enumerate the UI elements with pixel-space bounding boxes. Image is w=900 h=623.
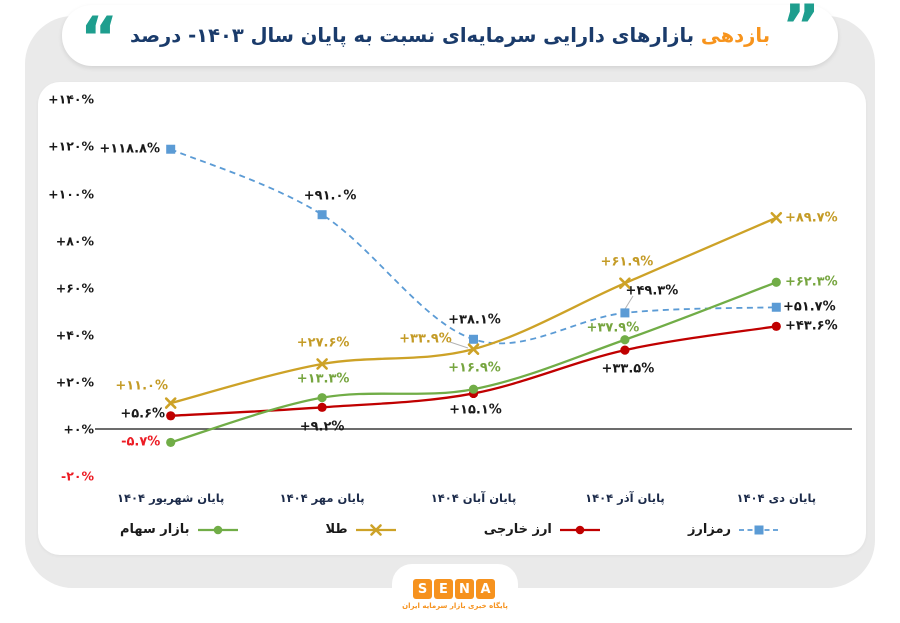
chart-card: +۱۴۰% +۱۲۰% +۱۰۰% +۸۰% +۶۰% +۴۰% +۲۰% +۰% -۲۰% پ… xyxy=(38,82,866,555)
x-marker-icon xyxy=(619,277,631,290)
x-marker-icon xyxy=(467,343,480,355)
data-point-label: +۱۶.۹% xyxy=(448,360,501,376)
x-marker-icon xyxy=(164,397,177,409)
y-axis-tick-label: +۲۰% xyxy=(55,374,94,390)
data-point-label: +۴۳.۶% xyxy=(784,318,838,334)
data-point-label: +۶۲.۳% xyxy=(784,274,838,290)
data-point-label: +۵۱.۷% xyxy=(782,299,836,315)
title-banner: “ بازدهی بازارهای دارایی سرمایه‌ای نسبت … xyxy=(62,0,838,72)
x-axis-tick-label: پایان آبان ۱۴۰۴ xyxy=(430,491,517,505)
logo-letter-tile: E xyxy=(434,579,453,599)
circle-marker-icon xyxy=(468,384,479,394)
legend-label: ارز خارجی xyxy=(483,522,552,537)
square-marker-icon xyxy=(469,334,478,344)
square-marker-icon xyxy=(166,144,176,154)
logo-tagline: پایگاه خبری بازار سرمایه ایران xyxy=(402,602,508,610)
legend-sample-icon xyxy=(559,525,600,534)
legend-item: رمزارز xyxy=(688,522,780,537)
legend-label: بازار سهام xyxy=(120,522,190,537)
data-point-label: +۱۱۸.۸% xyxy=(99,141,160,157)
circle-marker-icon xyxy=(166,437,176,448)
data-point-label: +۵.۶% xyxy=(120,406,166,422)
circle-marker-icon xyxy=(771,277,781,287)
legend-sample-icon xyxy=(355,523,396,536)
logo-letter-tile: N xyxy=(455,579,474,599)
y-axis-tick-label: +۱۴۰% xyxy=(48,91,94,107)
data-point-label: -۵.۷% xyxy=(121,434,161,450)
label-leader-line xyxy=(449,341,469,349)
y-axis-tick-label: +۸۰% xyxy=(55,233,94,249)
open-quote-icon: “ xyxy=(80,3,119,72)
circle-marker-icon xyxy=(771,321,781,331)
data-point-label: +۶۱.۹% xyxy=(600,254,654,270)
data-point-label: +۸۹.۷% xyxy=(784,210,838,226)
x-axis-tick-label: پایان شهریور ۱۴۰۴ xyxy=(116,491,225,505)
y-axis-tick-label: +۴۰% xyxy=(55,327,94,343)
chart-legend: بازار سهام طلا ارز خارجی رمزارز xyxy=(120,522,780,537)
x-axis-tick-label: پایان دی ۱۴۰۴ xyxy=(736,491,817,505)
y-axis-tick-label: +۱۲۰% xyxy=(48,138,94,154)
x-marker-icon xyxy=(770,211,783,224)
data-point-label: +۹۱.۰% xyxy=(303,188,357,204)
data-point-label: +۱۱.۰% xyxy=(115,378,169,394)
legend-item: بازار سهام xyxy=(120,522,239,537)
y-axis-tick-label: +۶۰% xyxy=(55,280,94,296)
circle-marker-icon xyxy=(620,345,630,355)
square-marker-icon xyxy=(620,308,630,318)
legend-sample-icon xyxy=(197,525,238,534)
data-point-label: +۱۳.۳% xyxy=(296,371,350,387)
chart-plot xyxy=(95,144,852,448)
page-title: بازدهی بازارهای دارایی سرمایه‌ای نسبت به… xyxy=(118,24,782,47)
title-highlight: بازدهی xyxy=(700,24,771,47)
legend-sample-icon xyxy=(738,525,779,534)
x-axis-tick-label: پایان آذر ۱۴۰۴ xyxy=(585,491,665,505)
legend-label: طلا xyxy=(325,522,348,537)
data-point-label: +۹.۲% xyxy=(299,419,345,435)
data-point-label: +۳۸.۱% xyxy=(448,312,501,328)
circle-marker-icon xyxy=(317,402,327,412)
legend-item: طلا xyxy=(326,522,397,537)
data-point-label: +۳۷.۹% xyxy=(586,320,640,336)
data-point-label: +۱۵.۱% xyxy=(449,402,502,418)
logo-letter-tile: A xyxy=(476,579,495,599)
circle-marker-icon xyxy=(317,393,327,403)
logo-letter-tile: S xyxy=(413,579,432,599)
x-marker-icon xyxy=(316,358,328,370)
title-rest: بازارهای دارایی سرمایه‌ای نسبت به پایان … xyxy=(129,24,701,47)
close-quote-icon: ” xyxy=(781,0,820,60)
circle-marker-icon xyxy=(620,335,630,345)
square-marker-icon xyxy=(771,302,781,312)
data-point-label: +۴۹.۳% xyxy=(625,283,679,299)
y-axis-tick-label: +۰% xyxy=(63,421,94,437)
data-point-label: +۳۳.۵% xyxy=(601,361,655,377)
data-point-label: +۲۷.۶% xyxy=(296,335,350,351)
y-axis-tick-label: -۲۰% xyxy=(61,468,94,484)
square-marker-icon xyxy=(317,210,327,220)
label-leader-line xyxy=(624,295,634,310)
y-axis-tick-label: +۱۰۰% xyxy=(48,186,94,201)
data-point-label: +۳۳.۹% xyxy=(399,331,452,347)
legend-label: رمزارز xyxy=(687,522,731,537)
legend-item: ارز خارجی xyxy=(484,522,601,537)
x-axis-tick-label: پایان مهر ۱۴۰۴ xyxy=(279,491,365,505)
circle-marker-icon xyxy=(166,411,176,421)
